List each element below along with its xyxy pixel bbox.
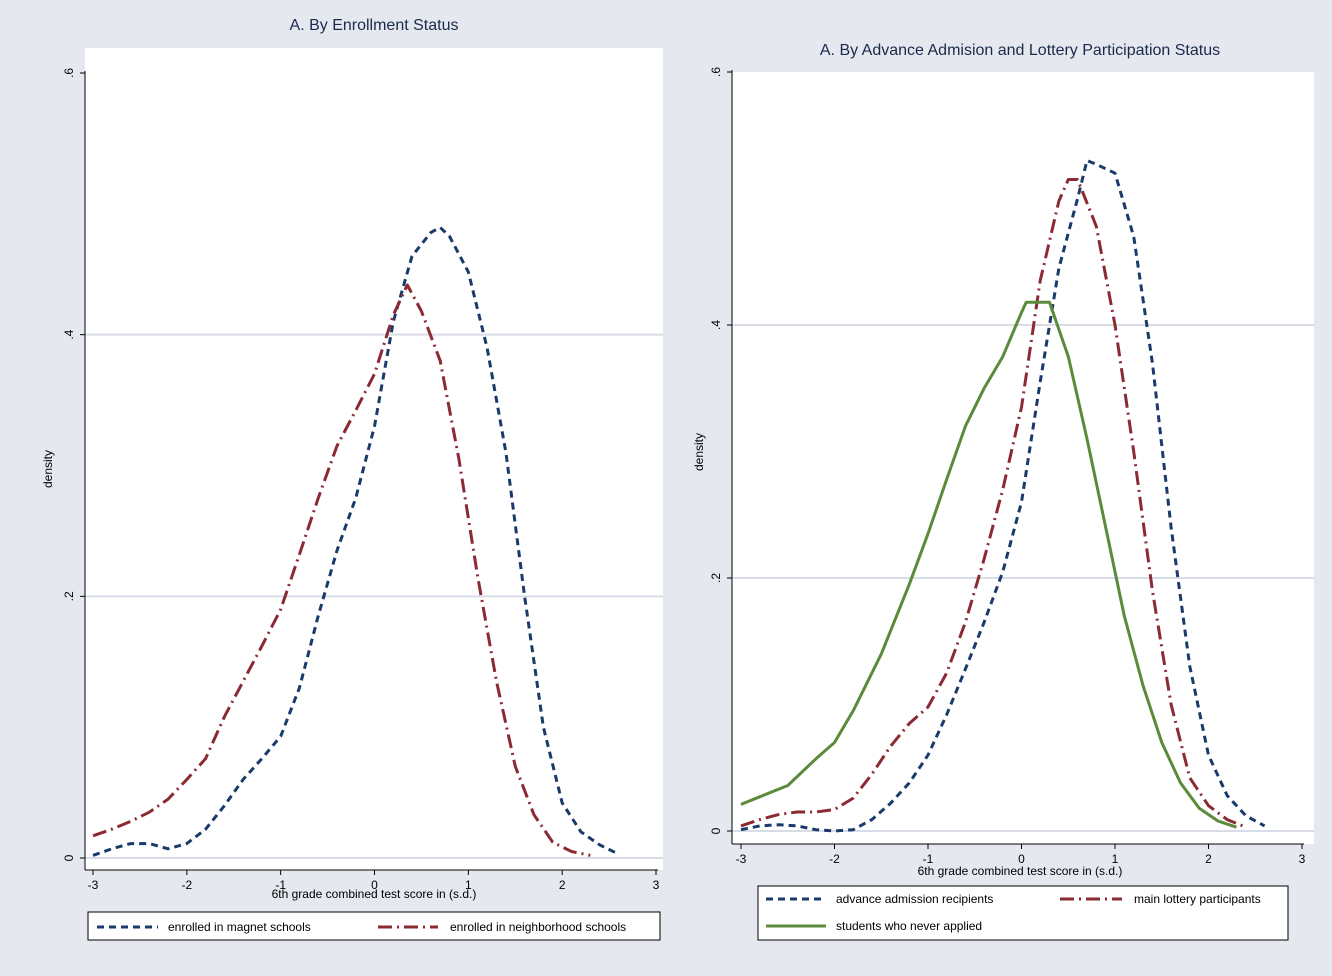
grid-1 [85,333,663,859]
y-tick-label: .2 [62,591,76,601]
series-line-3 [740,300,1237,829]
legend-box-1 [87,911,661,941]
y-tick-label: 0 [709,827,723,834]
x-tick-label: -2 [181,878,192,892]
series-group-2 [740,159,1266,833]
x-tick-label: 3 [1299,852,1306,866]
series-line-1 [740,159,1266,833]
y-tick-label: .6 [62,68,76,78]
panel-enrollment: A. By Enrollment Status 0 .2 .4 .6 -3 -2 -1 0 1 2… [41,17,663,941]
x-tick-label: -1 [275,878,286,892]
y-tick-label: .2 [709,573,723,583]
y-axis-label-1: density [41,450,55,488]
x-tick-label: 1 [1112,852,1119,866]
chart-title-1: A. By Enrollment Status [290,17,459,34]
legend-1: enrolled in magnet schools enrolled in n… [87,911,661,941]
y-tick-label: 0 [62,854,76,861]
chart-title-2: A. By Advance Admision and Lottery Parti… [820,42,1220,59]
plot-area-2 [732,72,1314,844]
axes-1: 0 .2 .4 .6 -3 -2 -1 0 1 2 3 [62,68,660,892]
x-tick-label: -1 [923,852,934,866]
legend-label-magnet: enrolled in magnet schools [168,920,311,934]
axes-2: 0 .2 .4 .6 -3 -2 -1 0 1 2 3 [709,67,1306,866]
y-tick-label: .6 [709,67,723,77]
legend-label-lottery: main lottery participants [1134,892,1261,906]
series-group-1 [92,225,620,857]
x-tick-label: 2 [559,878,566,892]
x-tick-label: 3 [653,878,660,892]
legend-label-advance: advance admission recipients [836,892,993,906]
panel-advance-lottery: A. By Advance Admision and Lottery Parti… [692,42,1314,941]
y-tick-label: .4 [62,329,76,339]
x-tick-label: 0 [371,878,378,892]
x-tick-label: -3 [736,852,747,866]
legend-2: advance admission recipients main lotter… [757,885,1289,941]
x-tick-label: -3 [88,878,99,892]
x-axis-label-2: 6th grade combined test score in (s.d.) [918,864,1123,878]
x-tick-label: -2 [829,852,840,866]
x-tick-label: 2 [1205,852,1212,866]
x-tick-label: 0 [1018,852,1025,866]
y-axis-label-2: density [692,433,706,471]
series-line-2 [740,178,1247,829]
x-axis-label-1: 6th grade combined test score in (s.d.) [272,887,477,901]
legend-box-2 [757,885,1289,941]
series-line-2 [92,283,591,857]
legend-label-never: students who never applied [836,919,982,933]
plot-area-1 [85,48,663,870]
x-tick-label: 1 [465,878,472,892]
y-tick-label: .4 [709,320,723,330]
legend-label-neighborhood: enrolled in neighborhood schools [450,920,626,934]
